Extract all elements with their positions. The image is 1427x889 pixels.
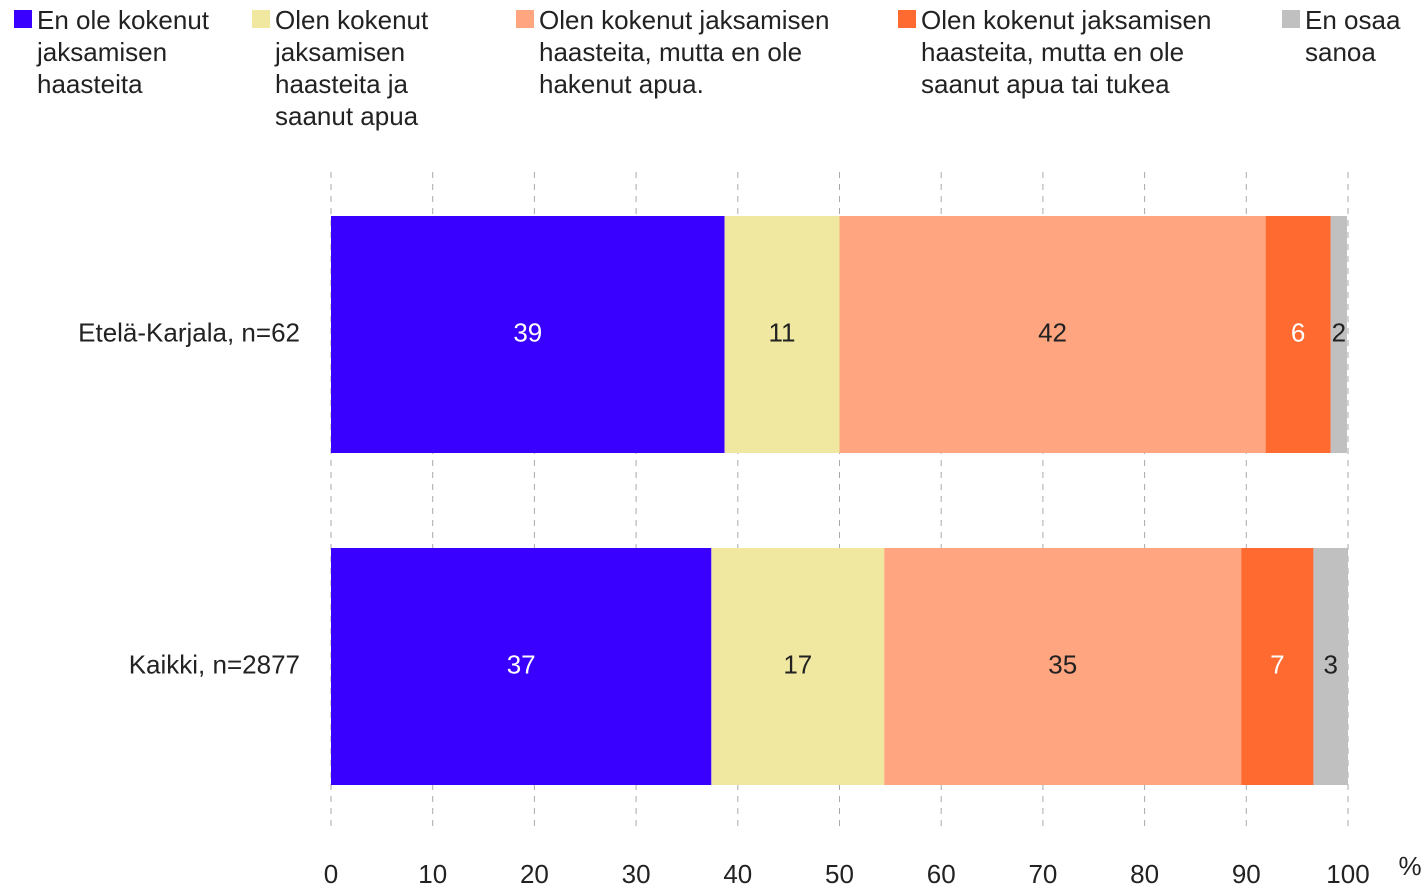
x-tick-label: 20 bbox=[520, 859, 549, 889]
data-label: 37 bbox=[507, 649, 536, 679]
legend-label: Olen kokenut jaksamisen haasteita, mutta… bbox=[539, 5, 830, 99]
x-tick-label: 70 bbox=[1028, 859, 1057, 889]
legend-swatch bbox=[516, 10, 534, 28]
x-tick-label: 0 bbox=[324, 859, 338, 889]
data-label: 2 bbox=[1332, 317, 1346, 347]
x-tick-label: 80 bbox=[1130, 859, 1159, 889]
data-label: 6 bbox=[1291, 317, 1305, 347]
data-label: 3 bbox=[1323, 649, 1337, 679]
legend-swatch bbox=[1282, 10, 1300, 28]
bar-segment bbox=[1241, 548, 1314, 785]
bar-segment bbox=[331, 216, 725, 453]
bar-segment bbox=[1330, 216, 1347, 453]
legend-label: Olen kokenut jaksamisen haasteita, mutta… bbox=[921, 5, 1212, 99]
bar-segment bbox=[1313, 548, 1348, 785]
bar-segment bbox=[724, 216, 840, 453]
bar-segment bbox=[839, 216, 1266, 453]
y-tick-label: Kaikki, n=2877 bbox=[129, 649, 300, 679]
x-tick-label: 100 bbox=[1326, 859, 1369, 889]
bar-segment bbox=[331, 548, 712, 785]
x-tick-label: 60 bbox=[927, 859, 956, 889]
x-tick-label: 10 bbox=[418, 859, 447, 889]
data-label: 42 bbox=[1038, 317, 1067, 347]
data-label: 35 bbox=[1048, 649, 1077, 679]
bar-segment bbox=[711, 548, 885, 785]
x-tick-label: 30 bbox=[622, 859, 651, 889]
x-tick-label: 50 bbox=[825, 859, 854, 889]
legend-label: En osaa sanoa bbox=[1305, 5, 1401, 67]
y-tick-label: Etelä-Karjala, n=62 bbox=[78, 317, 300, 347]
bar-segment bbox=[1265, 216, 1331, 453]
x-tick-label: 90 bbox=[1232, 859, 1261, 889]
data-label: 17 bbox=[783, 649, 812, 679]
legend-swatch bbox=[898, 10, 916, 28]
legend-swatch bbox=[14, 10, 32, 28]
x-tick-label: 40 bbox=[723, 859, 752, 889]
legend-label: Olen kokenut jaksamisen haasteita ja saa… bbox=[275, 5, 429, 131]
x-axis-unit: % bbox=[1398, 851, 1421, 881]
data-label: 11 bbox=[769, 317, 796, 347]
bar-segment bbox=[884, 548, 1242, 785]
data-label: 39 bbox=[513, 317, 542, 347]
data-label: 7 bbox=[1270, 649, 1284, 679]
legend-label: En ole kokenut jaksamisen haasteita bbox=[37, 5, 210, 99]
legend-swatch bbox=[252, 10, 270, 28]
